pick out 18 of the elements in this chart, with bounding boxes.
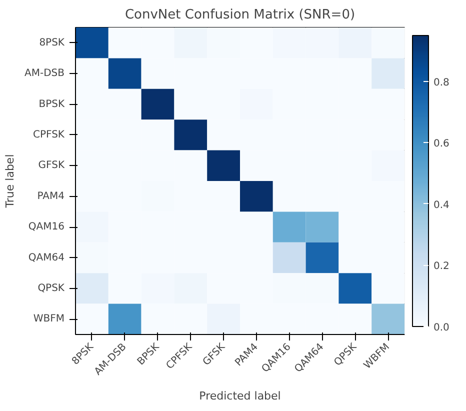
y-tick-label: QPSK	[38, 282, 65, 294]
y-tick-label: GFSK	[38, 160, 65, 172]
y-tick-label: QAM16	[28, 222, 65, 233]
chart-title: ConvNet Confusion Matrix (SNR=0)	[124, 8, 356, 22]
color-bar-label: 0.8	[434, 77, 450, 88]
y-tick-label: QAM64	[28, 252, 65, 264]
color-bar-label: 0.2	[434, 261, 450, 272]
color-bar-label: 0.4	[434, 200, 450, 211]
y-tick-label: PAM4	[37, 190, 65, 202]
y-tick-label: WBFM	[33, 314, 65, 325]
color-bar-label: 0.0	[434, 322, 450, 334]
y-tick-label: AM-DSB	[24, 68, 65, 80]
color-bar-label: 0.6	[434, 138, 450, 150]
y-tick-label: CPFSK	[33, 129, 65, 140]
x-axis-title: Predicted label	[199, 390, 281, 403]
y-axis-title: True label	[4, 154, 17, 209]
y-tick-label: BPSK	[38, 98, 65, 110]
y-tick-label: 8PSK	[39, 37, 65, 48]
